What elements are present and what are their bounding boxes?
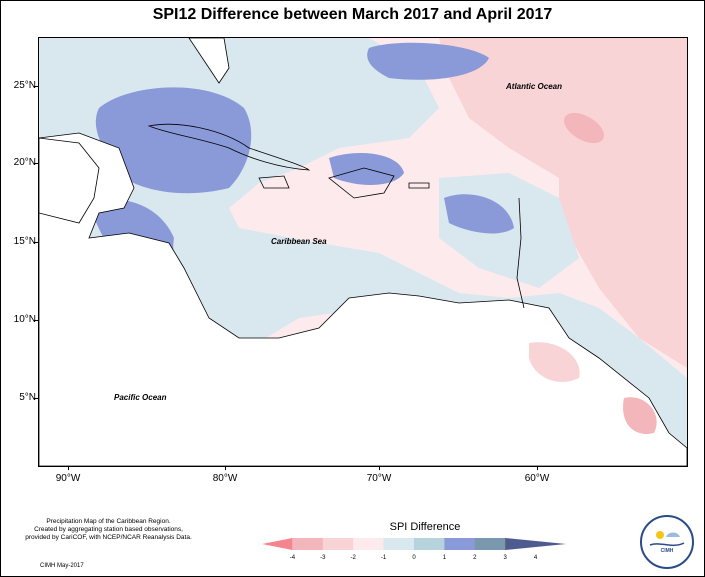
x-tick-80w: 80°W — [212, 473, 238, 484]
y-tick-15n: 15°N — [13, 236, 36, 247]
legend-tick-label: -4 — [289, 555, 296, 561]
y-tick-5n: 5°N — [19, 392, 36, 403]
x-tickmark — [68, 466, 69, 470]
cuba-blue-patch — [95, 87, 252, 194]
puertorico-outline — [408, 182, 430, 189]
south-central-america-land — [39, 132, 687, 466]
legend-tick-label: 3 — [503, 555, 507, 561]
cuba-outline — [147, 123, 311, 171]
x-tickmark — [537, 466, 538, 470]
florida-land — [188, 38, 230, 84]
legend-swatch — [414, 538, 445, 550]
x-tickmark — [225, 466, 226, 470]
map-credits: Precipitation Map of the Caribbean Regio… — [16, 518, 201, 542]
y-tickmark — [34, 163, 38, 164]
bahamas-blue-patch — [367, 42, 489, 80]
legend-tick-label: -1 — [380, 555, 387, 561]
legend-tick-label: 0 — [412, 555, 416, 561]
x-tick-70w: 70°W — [366, 473, 392, 484]
hispaniola-outline — [328, 167, 395, 199]
map-svg — [39, 38, 687, 466]
credits-line-1: Precipitation Map of the Caribbean Regio… — [46, 518, 171, 525]
legend-arrow-left — [262, 538, 293, 550]
credits-date: CIMH May-2017 — [40, 563, 84, 569]
y-tick-20n: 20°N — [13, 157, 36, 168]
logo-text: CIMH — [660, 548, 674, 554]
atlantic-pink-zone — [439, 38, 687, 368]
y-tickmark — [34, 398, 38, 399]
credits-line-2: Created by aggregating station based obs… — [34, 526, 183, 533]
y-tick-25n: 25°N — [13, 80, 36, 91]
credits-line-3: provided by CariCOF, with NCEP/NCAR Rean… — [25, 534, 192, 541]
atlantic-dark-pink-blob — [564, 112, 604, 144]
y-tickmark — [34, 320, 38, 321]
x-tick-90w: 90°W — [55, 473, 81, 484]
legend-tick-label: 4 — [533, 555, 538, 561]
legend-swatch — [353, 538, 385, 550]
legend-tick-label: -2 — [350, 555, 356, 561]
yucatan-land — [39, 137, 100, 224]
jamaica-outline — [258, 175, 290, 189]
legend-swatch — [292, 538, 324, 550]
legend-tick-label: 2 — [473, 555, 477, 561]
y-tickmark — [34, 242, 38, 243]
logo-emblem-icon — [649, 531, 685, 547]
atlantic-ocean-label: Atlantic Ocean — [506, 82, 563, 91]
suriname-pink-patch — [623, 397, 657, 434]
legend-swatch — [444, 538, 476, 550]
legend-colorbar — [262, 538, 566, 550]
map-title: SPI12 Difference between March 2017 and … — [152, 6, 553, 23]
legend-tick-label: 1 — [442, 555, 447, 561]
pacific-ocean-label: Pacific Ocean — [114, 393, 167, 402]
lesser-antilles-outline — [516, 197, 525, 309]
caribbean-sea-label: Caribbean Sea — [271, 237, 327, 246]
legend-swatch — [322, 538, 354, 550]
cimh-logo: CIMH — [640, 515, 694, 569]
y-tick-10n: 10°N — [13, 314, 36, 325]
legend-tick-label: -3 — [320, 555, 326, 561]
legend-swatch — [474, 538, 506, 550]
east-blue-patch — [444, 194, 514, 234]
y-tickmark — [34, 86, 38, 87]
legend-swatch — [383, 538, 415, 550]
x-tick-60w: 60°W — [524, 473, 550, 484]
legend-arrow-right — [505, 538, 566, 550]
legend-title: SPI Difference — [389, 521, 461, 533]
guyana-pink-patch — [529, 342, 580, 382]
x-tickmark — [379, 466, 380, 470]
map-area: Atlantic Ocean Caribbean Sea Pacific Oce… — [38, 37, 688, 467]
